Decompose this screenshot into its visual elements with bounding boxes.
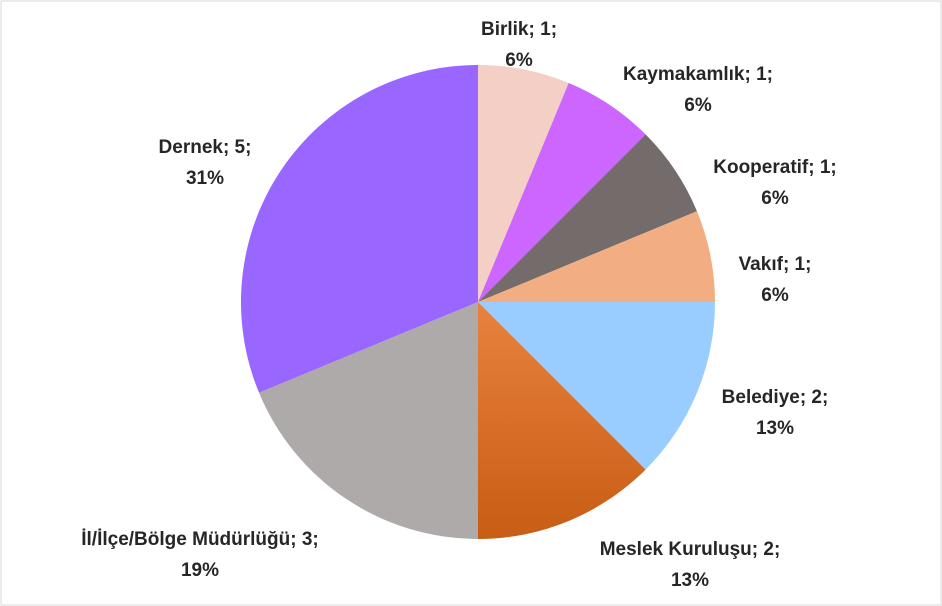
percent-label: 6%: [761, 188, 789, 209]
category-label: Meslek Kuruluşu: [600, 539, 752, 560]
category-label: Kaymakamlık: [623, 64, 745, 85]
value-label: ; 2;: [752, 539, 781, 560]
data-label: Belediye; 2;: [722, 387, 829, 408]
value-label: ; 1;: [808, 157, 837, 178]
pie-slice: [478, 302, 646, 539]
data-label: Kooperatif; 1;: [713, 157, 837, 178]
category-label: Belediye: [722, 387, 800, 408]
percent-label: 19%: [181, 560, 219, 581]
percent-label: 6%: [761, 285, 789, 306]
value-label: ; 1;: [529, 19, 558, 40]
pie-slice: [241, 65, 478, 393]
value-label: ; 5;: [223, 137, 252, 158]
pie-slice: [478, 83, 646, 302]
data-label: Dernek; 5;: [159, 137, 252, 158]
percent-label: 13%: [671, 570, 709, 591]
pie-slice: [259, 302, 478, 539]
data-label: Kaymakamlık; 1;: [623, 64, 773, 85]
pie-slice: [478, 211, 715, 302]
value-label: ; 2;: [800, 387, 829, 408]
value-label: ; 3;: [290, 529, 319, 550]
data-label: Meslek Kuruluşu; 2;: [600, 539, 781, 560]
category-label: İl/İlçe/Bölge Müdürlüğü: [81, 529, 290, 550]
pie-slice: [478, 302, 715, 470]
percent-label: 13%: [756, 418, 794, 439]
category-label: Dernek: [159, 137, 224, 158]
category-label: Birlik: [481, 19, 529, 40]
category-label: Kooperatif: [713, 157, 809, 178]
value-label: ; 1;: [744, 64, 773, 85]
value-label: ; 1;: [783, 254, 812, 275]
data-label: Birlik; 1;: [481, 19, 557, 40]
category-label: Vakıf: [739, 254, 784, 275]
percent-label: 31%: [186, 168, 224, 189]
data-label: Vakıf; 1;: [739, 254, 812, 275]
pie-slice: [478, 65, 569, 302]
data-label: İl/İlçe/Bölge Müdürlüğü; 3;: [81, 529, 319, 550]
pie-slice: [478, 134, 697, 302]
percent-label: 6%: [505, 50, 533, 71]
percent-label: 6%: [684, 95, 712, 116]
